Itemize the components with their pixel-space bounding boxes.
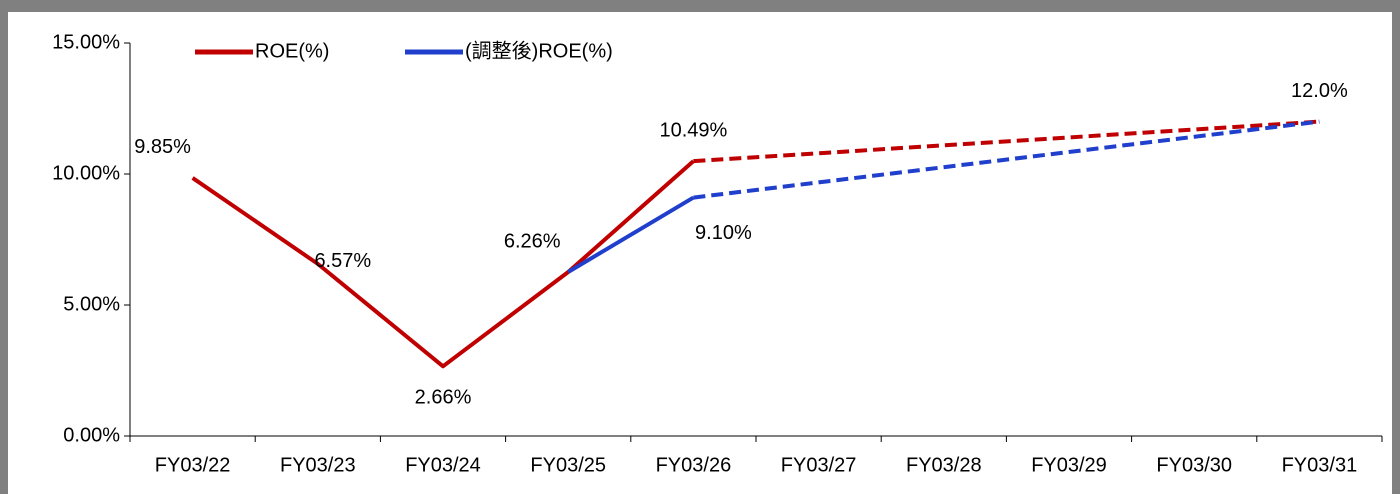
forecast-line: [693, 119, 1320, 200]
series-line: [567, 195, 695, 274]
x-tick-label: FY03/22: [155, 454, 231, 476]
plot: 0.00% 5.00% 10.00% 15.00% FY03/22 FY03/23 FY03…: [52, 31, 1383, 476]
x-tick-label: FY03/24: [405, 454, 481, 476]
legend-label: ROE(%): [255, 40, 329, 62]
x-tick-label: FY03/28: [906, 454, 982, 476]
x-tick-label: FY03/29: [1031, 454, 1107, 476]
legend-label: (調整後)ROE(%): [465, 39, 613, 62]
y-tick-label: 15.00%: [52, 31, 120, 53]
x-tick-label: FY03/23: [280, 454, 356, 476]
data-label: 9.85%: [134, 136, 191, 158]
y-tick-label: 5.00%: [63, 293, 120, 315]
data-label: 9.10%: [695, 222, 752, 244]
x-tick-label: FY03/31: [1282, 454, 1358, 476]
x-tick-label: FY03/25: [530, 454, 606, 476]
x-tick-label: FY03/27: [781, 454, 857, 476]
y-tick-label: 10.00%: [52, 162, 120, 184]
data-label: 6.26%: [504, 230, 561, 252]
x-tick-label: FY03/26: [656, 454, 732, 476]
plot-background: [8, 12, 1392, 494]
x-tick-label: FY03/30: [1156, 454, 1232, 476]
data-label: 10.49%: [659, 119, 727, 141]
y-tick-label: 0.00%: [63, 424, 120, 446]
forecast-line: [693, 119, 1320, 164]
data-label: 6.57%: [314, 250, 371, 272]
series-line: [191, 159, 695, 369]
data-label: 2.66%: [415, 387, 472, 409]
data-label: 12.0%: [1291, 80, 1348, 102]
